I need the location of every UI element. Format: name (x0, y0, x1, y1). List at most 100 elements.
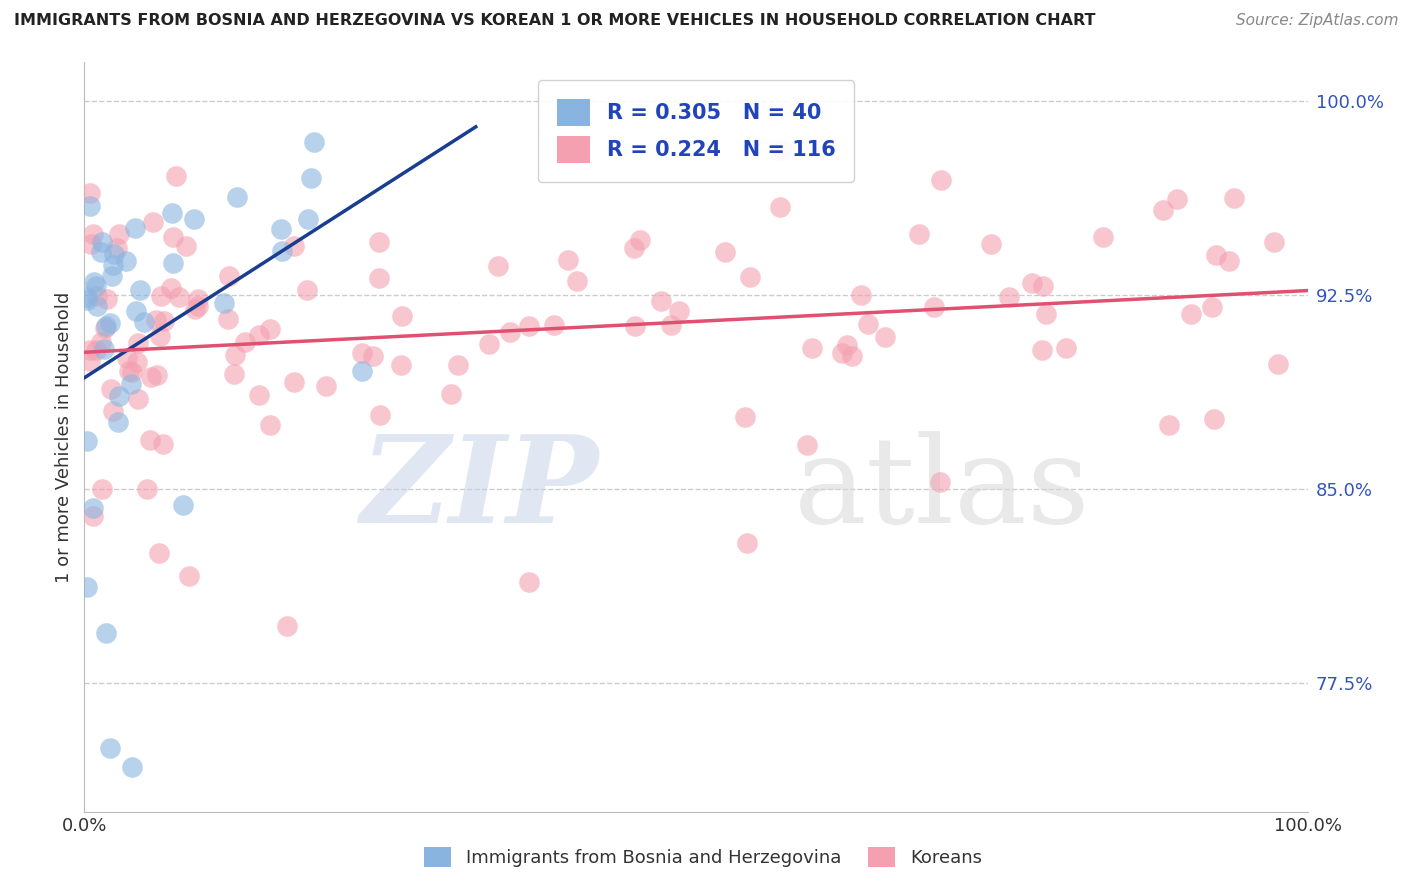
Point (668, 304, 690, 318)
Point (96, 293, 118, 307)
Point (108, 389, 131, 403)
Point (908, 227, 931, 242)
Point (735, 536, 758, 550)
Point (100, 268, 122, 283)
Point (162, 230, 184, 244)
Point (160, 281, 183, 295)
Point (276, 618, 298, 632)
Point (835, 338, 858, 352)
Point (1166, 192, 1188, 206)
Point (801, 341, 824, 355)
Point (714, 245, 737, 260)
Point (297, 283, 319, 297)
Point (79, 354, 101, 368)
Point (270, 222, 292, 236)
Point (226, 190, 249, 204)
Point (1204, 411, 1226, 425)
Point (127, 392, 149, 406)
Point (162, 256, 184, 270)
Point (94, 318, 117, 333)
Point (76, 434, 98, 449)
Point (796, 438, 818, 452)
Point (1267, 357, 1289, 371)
Point (174, 238, 197, 252)
Point (304, 135, 326, 149)
Point (391, 310, 413, 324)
Point (162, 205, 184, 219)
Point (659, 318, 682, 332)
Point (315, 379, 337, 393)
Point (623, 241, 645, 255)
Point (1032, 278, 1054, 293)
Point (1031, 343, 1053, 357)
Point (247, 327, 270, 342)
Point (152, 436, 174, 450)
Point (149, 289, 172, 303)
Legend: R = 0.305   N = 40, R = 0.224   N = 116: R = 0.305 N = 40, R = 0.224 N = 116 (538, 80, 853, 182)
Point (145, 313, 167, 327)
Point (142, 215, 165, 229)
Point (350, 346, 373, 360)
Point (103, 247, 125, 261)
Point (76, 290, 98, 304)
Point (831, 346, 853, 360)
Point (650, 294, 672, 309)
Point (929, 475, 952, 490)
Point (769, 200, 792, 214)
Point (856, 317, 879, 331)
Point (368, 409, 391, 423)
Point (499, 325, 522, 339)
Point (1054, 341, 1077, 355)
Point (100, 382, 122, 396)
Point (121, 365, 143, 379)
Point (1222, 191, 1244, 205)
Point (389, 358, 412, 372)
Legend: Immigrants from Bosnia and Herzegovina, Koreans: Immigrants from Bosnia and Herzegovina, … (418, 839, 988, 874)
Point (86, 299, 108, 313)
Point (271, 244, 294, 258)
Point (93, 342, 115, 356)
Point (165, 169, 187, 183)
Point (259, 418, 281, 433)
Point (247, 388, 270, 402)
Point (367, 270, 389, 285)
Point (121, 760, 143, 774)
Point (187, 292, 209, 306)
Point (214, 296, 236, 310)
Point (478, 337, 501, 351)
Point (129, 283, 152, 297)
Point (86, 343, 108, 357)
Point (98, 740, 121, 755)
Point (90, 482, 112, 496)
Point (107, 415, 129, 429)
Point (115, 351, 138, 365)
Point (120, 377, 142, 392)
Point (125, 354, 148, 368)
Point (543, 318, 565, 332)
Point (183, 211, 205, 226)
Point (1201, 300, 1223, 314)
Point (233, 335, 256, 350)
Point (108, 227, 131, 242)
Point (628, 233, 651, 247)
Point (283, 376, 305, 390)
Point (368, 235, 391, 250)
Point (841, 349, 863, 363)
Point (218, 268, 240, 283)
Point (86, 289, 108, 303)
Point (517, 319, 540, 334)
Text: Source: ZipAtlas.com: Source: ZipAtlas.com (1236, 13, 1399, 29)
Point (76, 580, 98, 594)
Point (124, 220, 146, 235)
Point (82, 227, 104, 241)
Point (770, 143, 793, 157)
Point (184, 301, 207, 316)
Point (167, 290, 190, 304)
Point (82, 500, 104, 515)
Point (136, 482, 159, 496)
Point (224, 368, 246, 382)
Point (105, 241, 128, 255)
Point (849, 288, 872, 302)
Point (440, 387, 463, 401)
Point (79, 343, 101, 358)
